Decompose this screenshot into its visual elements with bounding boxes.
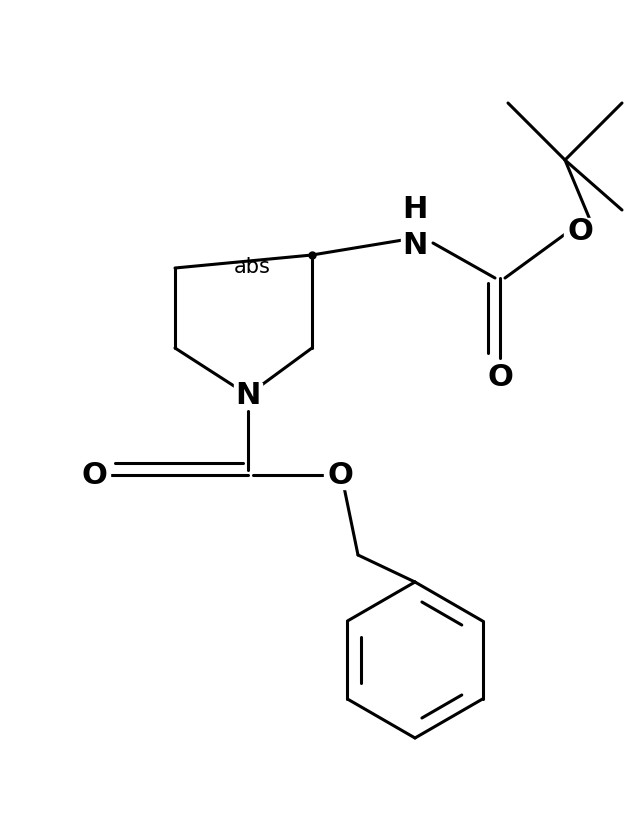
Bar	[564, 218, 596, 246]
Text: O: O	[487, 364, 513, 393]
Bar	[484, 364, 516, 392]
Bar	[324, 461, 356, 489]
Text: N: N	[403, 232, 428, 261]
Bar	[401, 198, 429, 222]
Text: H: H	[403, 196, 428, 224]
Text: O: O	[327, 460, 353, 489]
Text: N: N	[236, 380, 260, 409]
Bar	[78, 461, 110, 489]
Text: O: O	[567, 218, 593, 247]
Text: O: O	[81, 460, 107, 489]
Bar	[401, 234, 429, 258]
Bar	[234, 383, 262, 407]
Text: abs: abs	[234, 257, 271, 277]
